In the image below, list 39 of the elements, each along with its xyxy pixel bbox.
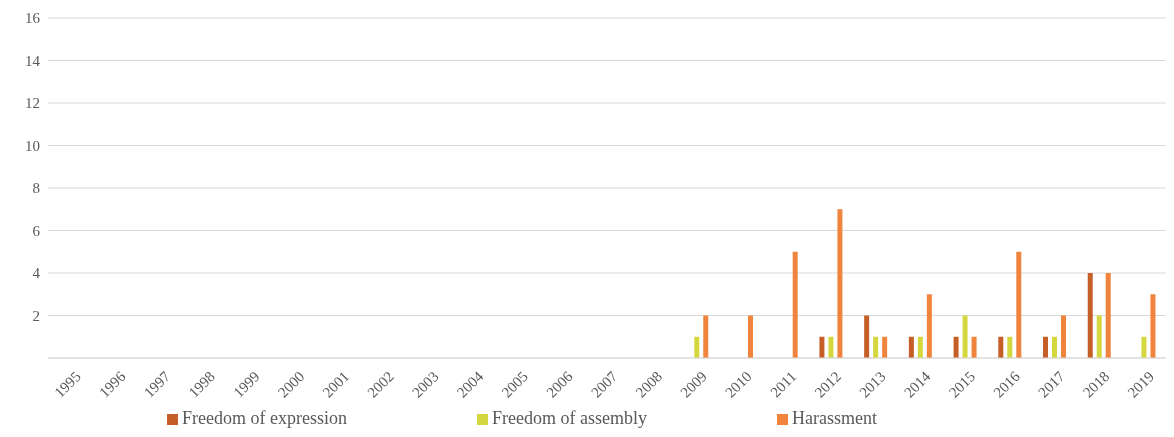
bar bbox=[792, 251, 798, 358]
legend-label: Harassment bbox=[791, 408, 877, 428]
y-tick-label: 16 bbox=[25, 10, 41, 27]
bar bbox=[1087, 273, 1093, 358]
bar bbox=[747, 315, 753, 358]
bar bbox=[819, 336, 825, 358]
legend-label: Freedom of expression bbox=[182, 408, 347, 428]
bar bbox=[703, 315, 709, 358]
bar bbox=[882, 336, 888, 358]
legend-label: Freedom of assembly bbox=[492, 408, 647, 428]
x-tick-label: 2001 bbox=[319, 368, 353, 401]
bar bbox=[1096, 315, 1102, 358]
bar bbox=[917, 336, 923, 358]
bar bbox=[1150, 294, 1156, 358]
bar bbox=[971, 336, 977, 358]
bar bbox=[1052, 336, 1058, 358]
y-tick-label: 8 bbox=[32, 180, 40, 197]
bar bbox=[1016, 251, 1022, 358]
bar bbox=[828, 336, 834, 358]
y-tick-label: 12 bbox=[25, 95, 40, 112]
bar bbox=[1105, 273, 1111, 358]
bar bbox=[926, 294, 932, 358]
y-tick-label: 4 bbox=[32, 265, 41, 282]
bar bbox=[962, 315, 968, 358]
bar bbox=[953, 336, 959, 358]
y-tick-label: 6 bbox=[32, 222, 41, 239]
bar bbox=[873, 336, 879, 358]
y-tick-label: 14 bbox=[25, 52, 41, 69]
bar bbox=[1141, 336, 1147, 358]
bar bbox=[864, 315, 870, 358]
bar bbox=[1007, 336, 1013, 358]
bar bbox=[694, 336, 700, 358]
bar bbox=[1043, 336, 1049, 358]
y-tick-label: 10 bbox=[25, 137, 40, 154]
bar bbox=[1061, 315, 1067, 358]
bar bbox=[837, 209, 843, 358]
y-tick-label: 2 bbox=[32, 307, 40, 324]
bar bbox=[998, 336, 1004, 358]
bar bbox=[908, 336, 914, 358]
